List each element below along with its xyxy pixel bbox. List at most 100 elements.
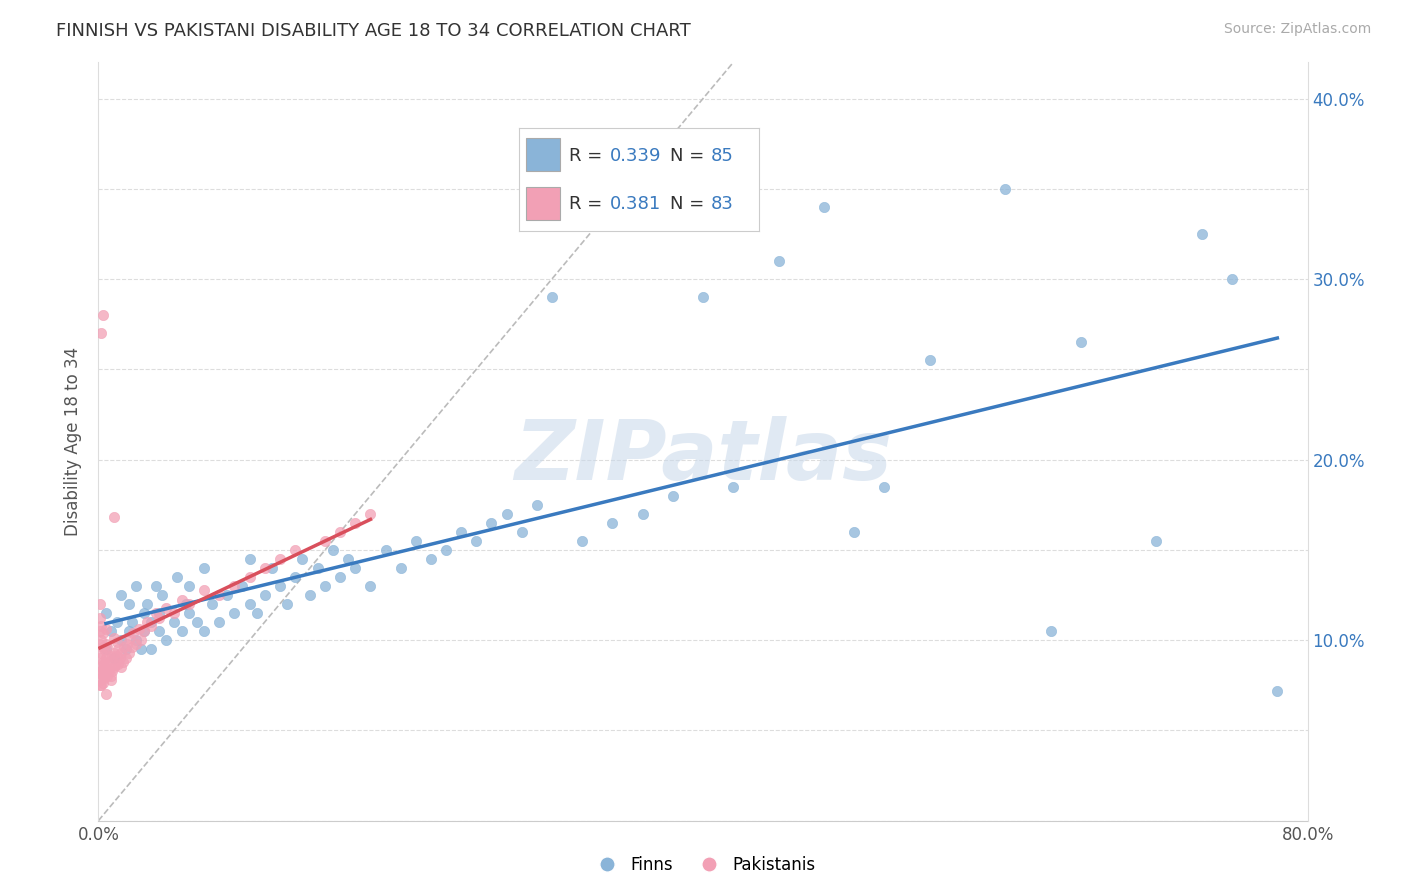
Point — [129, 633, 152, 648]
Bar — [526, 187, 560, 220]
Text: R =: R = — [569, 194, 609, 213]
Point — [89, 678, 111, 692]
Point — [434, 542, 457, 557]
Point — [510, 524, 533, 539]
Y-axis label: Disability Age 18 to 34: Disability Age 18 to 34 — [65, 347, 83, 536]
Point — [284, 542, 307, 557]
Point — [813, 200, 835, 214]
Point — [284, 570, 307, 584]
Point — [1267, 683, 1289, 698]
Point — [100, 655, 122, 669]
Point — [103, 651, 125, 665]
Point — [89, 624, 111, 639]
Point — [193, 624, 215, 639]
Point — [104, 658, 127, 673]
Point — [141, 618, 163, 632]
Point — [108, 651, 131, 665]
Point — [322, 542, 344, 557]
Point — [360, 507, 382, 521]
Point — [93, 642, 115, 657]
Point — [110, 646, 132, 660]
Point — [110, 660, 132, 674]
Point — [96, 640, 118, 655]
Point — [465, 533, 488, 548]
Text: Source: ZipAtlas.com: Source: ZipAtlas.com — [1223, 22, 1371, 37]
Point — [1039, 624, 1062, 639]
Point — [918, 353, 941, 368]
Point — [246, 606, 269, 620]
Point — [420, 552, 443, 566]
Point — [90, 618, 112, 632]
Text: 83: 83 — [711, 194, 734, 213]
Point — [100, 673, 122, 687]
Point — [93, 671, 115, 685]
Text: R =: R = — [569, 147, 609, 166]
Point — [135, 597, 157, 611]
Point — [90, 660, 112, 674]
Point — [239, 597, 262, 611]
Point — [96, 669, 118, 683]
Point — [253, 561, 276, 575]
Point — [132, 624, 155, 639]
Point — [105, 615, 128, 629]
Point — [1220, 272, 1243, 286]
Point — [571, 533, 593, 548]
Point — [170, 593, 193, 607]
Point — [1191, 227, 1213, 241]
Point — [495, 507, 517, 521]
Point — [122, 626, 145, 640]
Point — [91, 669, 114, 683]
Point — [141, 615, 163, 629]
Point — [103, 646, 125, 660]
Point — [253, 588, 276, 602]
Point — [94, 665, 117, 680]
Point — [125, 579, 148, 593]
Point — [90, 633, 112, 648]
Point — [101, 664, 124, 678]
Point — [100, 669, 122, 683]
Point — [314, 533, 336, 548]
Point — [90, 678, 112, 692]
Point — [89, 597, 111, 611]
Point — [163, 606, 186, 620]
Point — [344, 516, 367, 530]
Point — [526, 498, 548, 512]
Point — [132, 624, 155, 639]
Point — [115, 637, 138, 651]
Point — [135, 615, 157, 629]
Point — [110, 633, 132, 648]
Point — [481, 516, 503, 530]
Point — [94, 606, 117, 620]
Point — [129, 642, 152, 657]
Point — [299, 588, 322, 602]
Point — [103, 632, 125, 646]
Point — [768, 254, 790, 268]
Point — [94, 651, 117, 665]
Point — [89, 665, 111, 680]
Point — [262, 561, 284, 575]
Point — [389, 561, 412, 575]
Point — [91, 640, 114, 655]
Point — [1070, 335, 1092, 350]
Point — [540, 290, 562, 304]
Point — [186, 615, 208, 629]
Point — [208, 615, 231, 629]
Point — [148, 624, 170, 639]
Point — [118, 597, 141, 611]
Point — [994, 182, 1017, 196]
Point — [98, 649, 121, 664]
Point — [193, 582, 215, 597]
Point — [631, 507, 654, 521]
Point — [873, 480, 896, 494]
Point — [163, 615, 186, 629]
Point — [128, 622, 150, 636]
Point — [148, 606, 170, 620]
Point — [94, 622, 117, 636]
Point — [307, 561, 329, 575]
Point — [101, 649, 124, 664]
Point — [93, 657, 115, 671]
Text: 85: 85 — [711, 147, 734, 166]
Point — [193, 561, 215, 575]
Point — [91, 308, 114, 322]
Point — [329, 524, 352, 539]
